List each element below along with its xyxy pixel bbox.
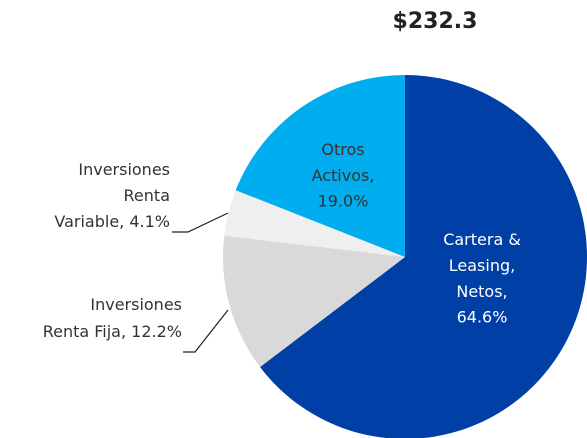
category-text: Renta Fija, [43,322,126,341]
category-text: Cartera & [443,230,521,249]
category-text: Inversiones [78,160,170,179]
category-text: Netos, [456,282,507,301]
slice-label: Inversiones Renta Fija, 12.2% [43,295,182,341]
value-label: 64.6% [457,308,508,327]
label-line: Inversiones [90,295,182,314]
label-line: Activos, [312,166,375,185]
leader-line [172,212,229,233]
label-line: Cartera & [443,230,521,249]
value-label: 19.0% [318,192,369,211]
label-line: Variable, 4.1% [54,212,170,231]
value-label: 12.2% [131,322,182,341]
slice-label: Otros Activos, 19.0% [312,140,375,211]
pie-slice [260,75,587,438]
label-line: Inversiones [78,160,170,179]
pie-slice [223,235,405,368]
pie-slice [235,75,405,257]
slice-label: Cartera & Leasing, Netos, 64.6% [443,230,521,327]
category-text: Variable, [54,212,124,231]
label-line: Otros [321,140,364,159]
pie-slice [224,190,405,257]
category-text: Renta [124,186,170,205]
label-line: Renta Fija, 12.2% [43,322,182,341]
label-line: Renta [124,186,170,205]
chart-title: $232.3 [393,9,478,34]
category-text: Activos, [312,166,375,185]
value-label: 4.1% [129,212,170,231]
category-text: Inversiones [90,295,182,314]
category-text: Leasing, [449,256,515,275]
leader-line [183,309,229,353]
category-text: Otros [321,140,364,159]
label-line: Leasing, [449,256,515,275]
label-line: Netos, [456,282,507,301]
